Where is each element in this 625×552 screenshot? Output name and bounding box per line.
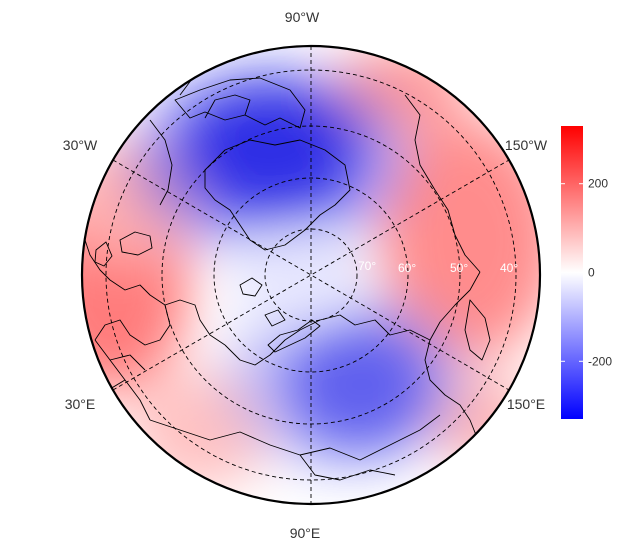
- latitude-circle-4: [105, 69, 517, 481]
- colorbar-ticks: 200 0 -200: [561, 177, 612, 368]
- coastline-novaya-zemlya: [267, 319, 321, 353]
- positive-anomaly-pacific: [380, 120, 540, 360]
- colorbar-tick-label: 200: [588, 177, 608, 191]
- meridian-30e-150w: [112, 159, 510, 391]
- latitude-label-2: 60°: [398, 261, 416, 275]
- longitude-label-90w: 90°W: [285, 9, 320, 25]
- coastline-baltic: [94, 304, 171, 346]
- negative-anomaly-greenland-halo: [130, 65, 410, 255]
- meridian-30w-150e: [112, 159, 510, 391]
- longitude-label-150w: 150°W: [505, 137, 548, 153]
- latitude-label-1: 70°: [358, 259, 376, 273]
- latitude-label-4: 40°: [500, 261, 518, 275]
- coastline-alaska: [404, 94, 481, 273]
- negative-anomaly-siberia-halo: [225, 290, 465, 470]
- graticule: [105, 46, 517, 504]
- coastline-russia-east: [424, 271, 481, 421]
- colorbar: 200 0 -200: [561, 126, 612, 419]
- coastline-svalbard: [239, 277, 286, 327]
- latitude-circle-2: [213, 177, 409, 373]
- colorbar-tick-label: 0: [588, 266, 595, 280]
- coastline-scandinavia: [84, 239, 226, 346]
- coastline-labrador: [149, 119, 173, 206]
- coastline-kamchatka: [464, 299, 491, 361]
- border-mongolia: [299, 454, 396, 481]
- coastline-greenland: [204, 139, 351, 251]
- longitude-label-30w: 30°W: [63, 137, 98, 153]
- coastline-iceland: [119, 231, 153, 256]
- longitude-label-30e: 30°E: [65, 396, 96, 412]
- anomaly-field: [82, 46, 540, 504]
- colorbar-gradient: [561, 126, 583, 419]
- coastline-british-isles: [94, 241, 113, 267]
- longitude-label-90e: 90°E: [290, 525, 321, 541]
- neutral-band-center: [230, 240, 370, 320]
- colorbar-tick-label: -200: [588, 354, 612, 368]
- coastline-canadian-arctic: [174, 77, 306, 129]
- longitude-label-150e: 150°E: [507, 396, 545, 412]
- latitude-label-3: 50°: [450, 261, 468, 275]
- map-boundary: [80, 44, 542, 506]
